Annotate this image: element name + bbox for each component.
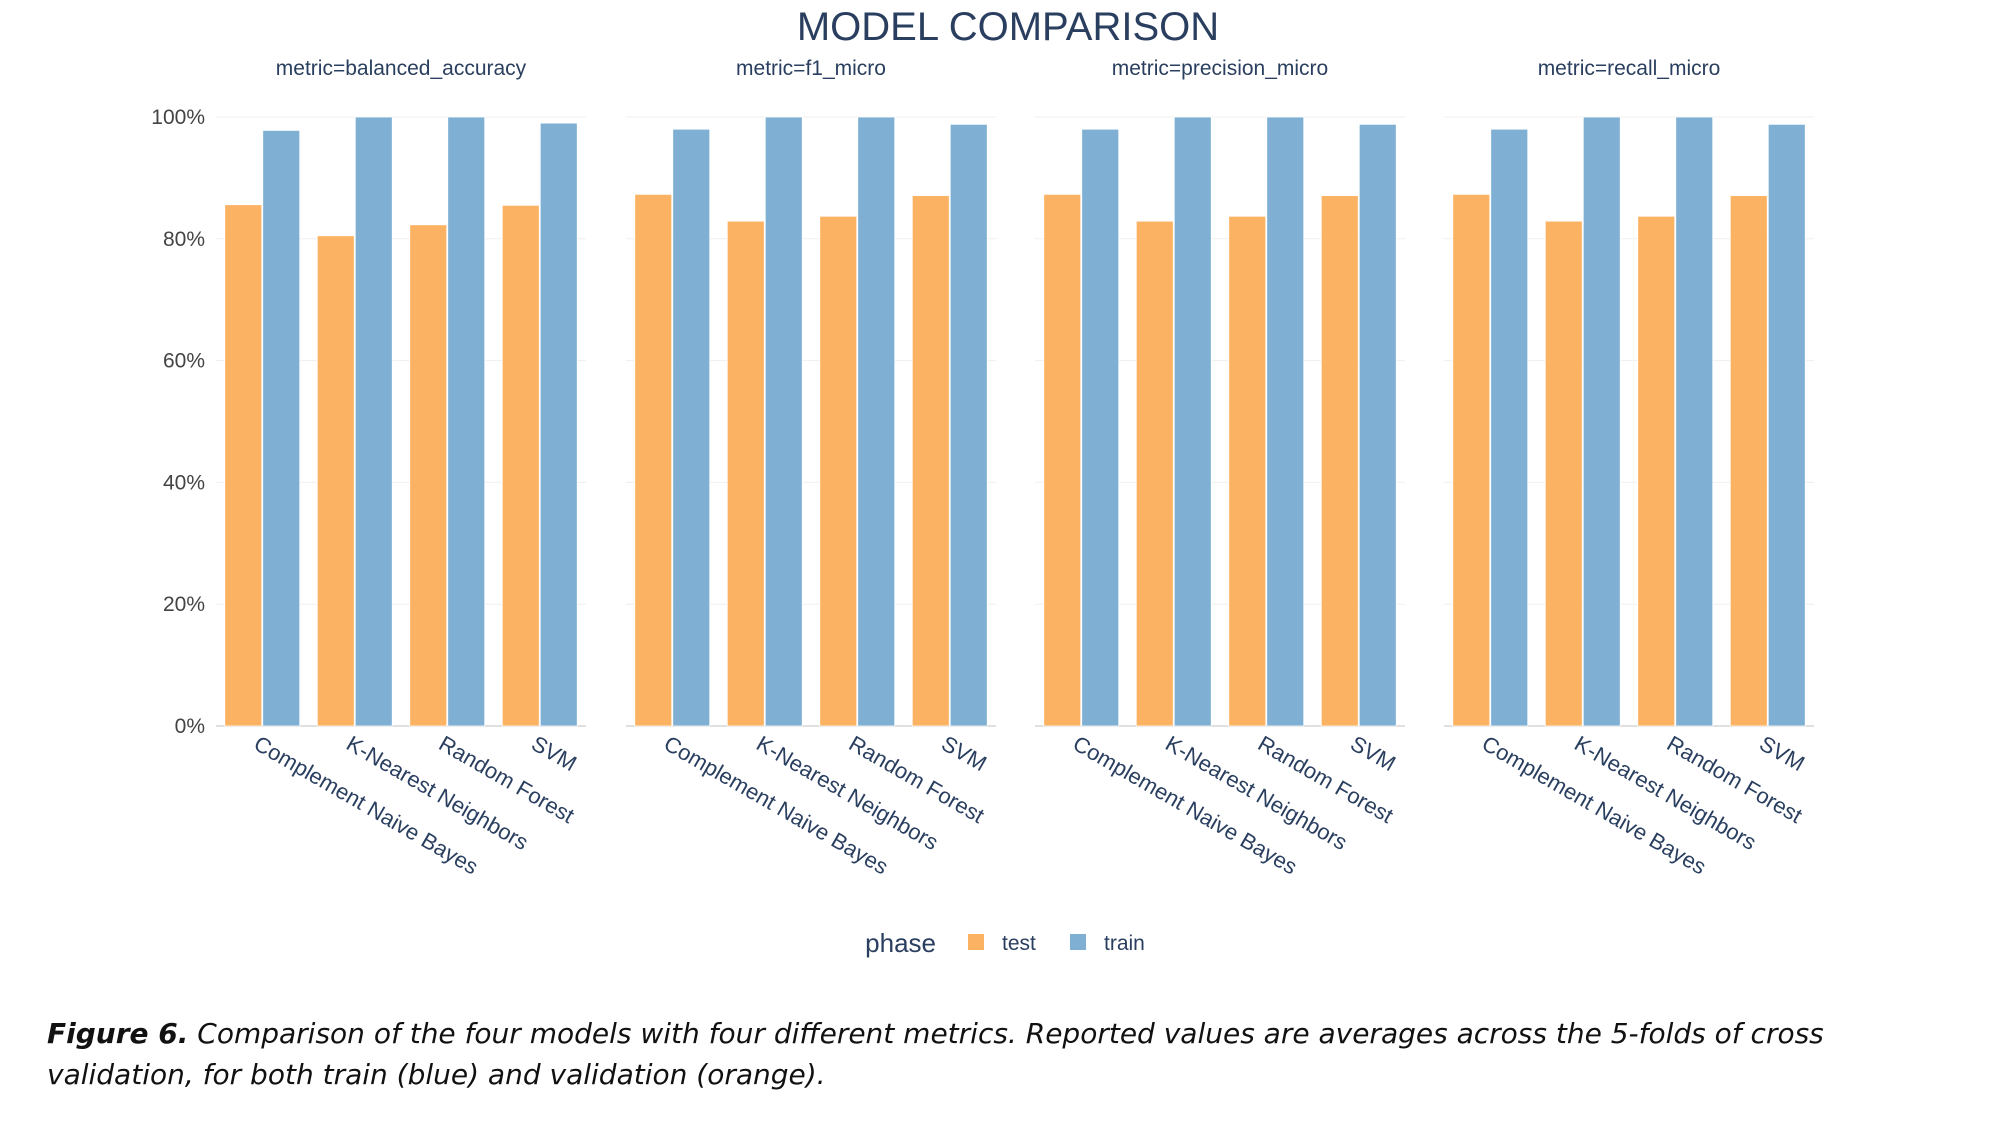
bar-train — [539, 122, 578, 727]
panel-title: metric=precision_micro — [1112, 57, 1328, 80]
bar-test — [1544, 220, 1583, 727]
bar-train — [1582, 116, 1621, 727]
bar-test — [1320, 195, 1359, 727]
bar-train — [857, 116, 896, 727]
bar-train — [764, 116, 803, 727]
figure-caption: Figure 6. Comparison of the four models … — [47, 1013, 1947, 1095]
y-tick-label: 80% — [163, 228, 205, 251]
bar-test — [1729, 195, 1768, 727]
bar-train — [1767, 123, 1806, 727]
x-tick-label: SVM — [1755, 731, 1809, 776]
bar-test — [1043, 193, 1082, 727]
bar-train — [1675, 116, 1714, 727]
chart-title: MODEL COMPARISON — [797, 5, 1219, 49]
bar-train — [1081, 128, 1120, 727]
bar-train — [672, 128, 711, 727]
bar-train — [354, 116, 393, 727]
bar-test — [501, 204, 540, 727]
bar-train — [949, 123, 988, 727]
bar-test — [819, 215, 858, 727]
bar-train — [1358, 123, 1397, 727]
legend-label-train: train — [1104, 932, 1145, 955]
x-tick-label: SVM — [1346, 731, 1400, 776]
figure-caption-label: Figure 6. — [47, 1017, 189, 1050]
bar-train — [1266, 116, 1305, 727]
bar-test — [224, 204, 263, 727]
bar-test — [726, 220, 765, 727]
y-tick-label: 60% — [163, 350, 205, 373]
bar-train — [1490, 128, 1529, 727]
bar-train — [447, 116, 486, 727]
bar-test — [1637, 215, 1676, 727]
panel-title: metric=balanced_accuracy — [276, 57, 527, 80]
panel-title: metric=f1_micro — [736, 57, 886, 80]
legend: phase test train — [865, 928, 1145, 958]
y-tick-label: 0% — [175, 715, 205, 738]
panel-title: metric=recall_micro — [1538, 57, 1721, 80]
bar-test — [409, 224, 448, 727]
legend-swatch-test — [968, 934, 984, 950]
x-tick-label: SVM — [937, 731, 991, 776]
x-tick-label: SVM — [527, 731, 581, 776]
bar-test — [911, 195, 950, 727]
bar-test — [1228, 215, 1267, 727]
y-tick-label: 40% — [163, 471, 205, 494]
bar-train — [262, 129, 301, 727]
legend-title: phase — [865, 928, 936, 958]
figure-caption-text: Comparison of the four models with four … — [47, 1017, 1824, 1091]
bar-test — [1452, 193, 1491, 727]
y-tick-label: 100% — [151, 106, 205, 129]
bar-test — [1135, 220, 1174, 727]
y-axis-ticks: 0% 20% 40% 60% 80% 100% — [151, 106, 205, 738]
bar-test — [316, 235, 355, 727]
bar-train — [1173, 116, 1212, 727]
legend-label-test: test — [1002, 932, 1036, 955]
model-comparison-chart: MODEL COMPARISON 0% 20% 40% 60% 80% 100% metr… — [151, 5, 1814, 958]
bar-test — [634, 193, 673, 727]
legend-swatch-train — [1070, 934, 1086, 950]
y-tick-label: 20% — [163, 593, 205, 616]
